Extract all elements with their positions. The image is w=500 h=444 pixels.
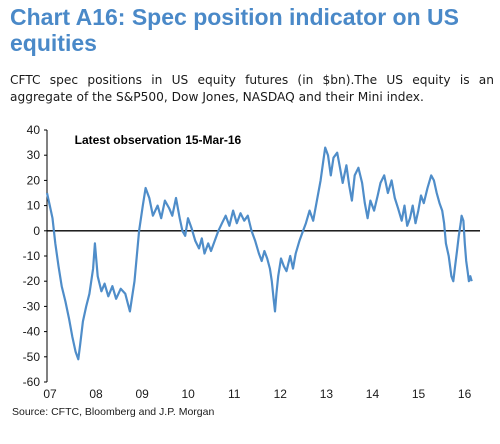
chart-subtitle: CFTC spec positions in US equity futures…	[10, 73, 494, 104]
line-chart: 40 30 20 10 0 -10 -20 -30 -40 -50 -60 07 08 09 10 11 12…	[23, 123, 480, 401]
y-tick-label: -20	[23, 274, 41, 288]
x-tick-label: 13	[320, 387, 334, 401]
y-tick-label: -60	[23, 375, 41, 389]
y-tick-label: 10	[27, 199, 41, 213]
x-tick-label: 16	[458, 387, 472, 401]
y-tick-label: -10	[23, 249, 41, 263]
y-tick-label: 20	[27, 173, 41, 187]
series-line	[45, 146, 473, 361]
source-note: Source: CFTC, Bloomberg and J.P. Morgan	[12, 406, 215, 418]
annotation-latest-observation-label: Latest observation	[75, 133, 182, 147]
chart-title: Chart A16: Spec position indicator on US…	[10, 4, 459, 56]
x-tick-label: 11	[228, 387, 241, 401]
annotation-latest-observation-date: 15-Mar-16	[185, 133, 241, 147]
y-tick-label: -50	[23, 350, 41, 364]
y-tick-label: 40	[27, 123, 41, 137]
x-tick-label: 10	[182, 387, 196, 401]
x-tick-label: 07	[43, 387, 57, 401]
y-tick-label: 30	[27, 148, 41, 162]
y-tick-label: -40	[23, 325, 41, 339]
y-axis-ticks: 40 30 20 10 0 -10 -20 -30 -40 -50 -60	[23, 123, 47, 389]
x-tick-label: 14	[366, 387, 380, 401]
x-tick-label: 12	[274, 387, 288, 401]
y-tick-label: -30	[23, 299, 41, 313]
y-tick-label: 0	[33, 224, 40, 238]
x-tick-label: 09	[135, 387, 149, 401]
x-tick-label: 15	[412, 387, 426, 401]
x-tick-label: 08	[89, 387, 103, 401]
x-axis-ticks: 07 08 09 10 11 12 13 14 15 16	[43, 387, 471, 401]
